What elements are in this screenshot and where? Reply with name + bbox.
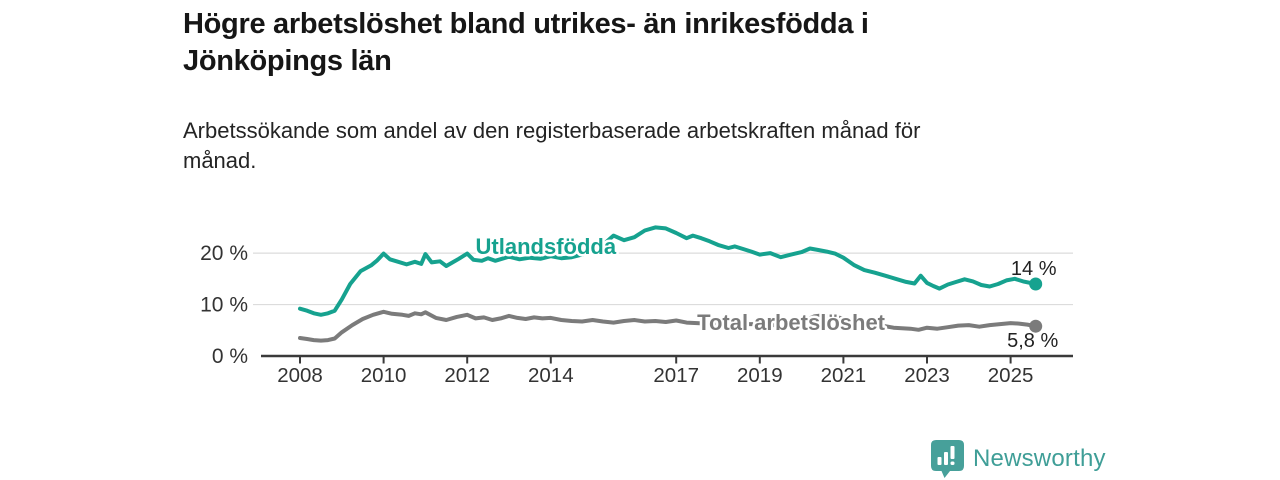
x-tick-label: 2008 [277,364,323,387]
x-tick-label: 2025 [988,364,1034,387]
x-tick-label: 2023 [904,364,950,387]
newsworthy-logo: Newsworthy [931,440,1106,478]
series-line-total [298,309,1038,343]
newsworthy-wordmark: Newsworthy [973,445,1106,472]
x-tick-label: 2012 [444,364,490,387]
logo-bar-medium [944,452,948,465]
page-title: Högre arbetslöshet bland utrikes- än inr… [183,8,869,77]
x-tick-label: 2014 [528,364,574,387]
y-tick-label: 10 % [200,294,248,317]
series-label-utlandsfodda: Utlandsfödda [476,234,617,259]
x-tick-label: 2021 [821,364,867,387]
series-end-dot-total [1029,319,1043,333]
series-label-total: Total arbetslöshet [697,310,886,335]
series-end-value-utlandsfodda: 14 % [1011,258,1057,280]
page-subtitle: Arbetssökande som andel av den registerb… [183,118,921,173]
x-tick-label: 2019 [737,364,783,387]
x-tick-label: 2010 [361,364,407,387]
newsworthy-logo-icon [931,440,964,478]
y-tick-label: 20 % [200,242,248,265]
logo-exclamation-bar [950,446,955,459]
x-tick-label: 2017 [653,364,699,387]
series-end-dot-utlandsfodda [1029,277,1043,291]
series-end-value-total: 5,8 % [1007,330,1058,352]
y-tick-label: 0 % [212,345,248,368]
logo-bar-short [937,457,942,465]
logo-exclamation-dot [950,461,955,465]
series-line-utlandsfodda [298,225,1038,317]
